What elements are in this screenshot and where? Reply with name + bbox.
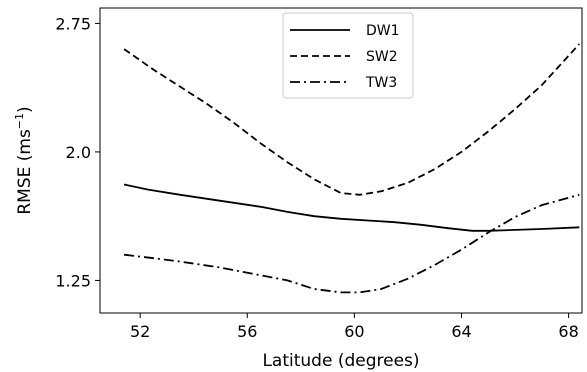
x-tick-label: 52	[130, 322, 150, 341]
y-axis-label-superscript: −1	[13, 113, 26, 129]
x-tick-label: 56	[237, 322, 257, 341]
x-tick-label: 60	[344, 322, 364, 341]
series-line-sw2	[123, 43, 580, 196]
legend-label-tw3: TW3	[365, 75, 397, 91]
legend-label-sw2: SW2	[366, 49, 398, 65]
series-lines	[123, 43, 580, 294]
y-axis-label: RMSE (ms−1)	[13, 106, 35, 214]
y-tick-label: 1.25	[55, 271, 91, 290]
legend: DW1 SW2 TW3	[282, 12, 414, 99]
y-tick-label: 2.0	[66, 143, 91, 162]
legend-label-dw1: DW1	[366, 23, 400, 39]
axes-frame	[99, 7, 583, 314]
y-axis-label-main: RMSE (ms	[15, 129, 35, 215]
series-line-tw3	[123, 193, 580, 294]
y-axis-label-close: )	[15, 106, 35, 113]
series-line-dw1	[123, 183, 580, 232]
y-tick-label: 2.75	[55, 14, 91, 33]
x-tick-label: 64	[451, 322, 471, 341]
x-tick-label: 68	[558, 322, 578, 341]
x-axis-label: Latitude (degrees)	[262, 351, 419, 371]
